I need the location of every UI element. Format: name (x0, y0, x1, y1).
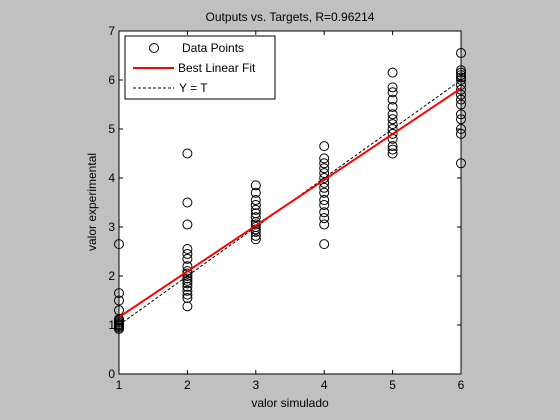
x-tick-label: 3 (252, 378, 259, 392)
x-tick-label: 6 (458, 378, 465, 392)
legend: Data Points Best Linear Fit Y = T (124, 35, 276, 100)
data-point (250, 208, 261, 219)
y-tick-label: 3 (108, 220, 115, 234)
data-point (250, 204, 261, 215)
data-point (387, 141, 398, 152)
data-point (250, 180, 261, 191)
data-point (387, 114, 398, 125)
data-point (182, 301, 193, 312)
y-tick-label: 5 (108, 122, 115, 136)
y-tick-label: 1 (108, 318, 115, 332)
data-point (182, 293, 193, 304)
data-point (319, 153, 330, 164)
data-point (182, 248, 193, 259)
y-axis-label: valor experimental (85, 153, 99, 251)
data-point (387, 94, 398, 105)
data-point (182, 278, 193, 289)
data-point (182, 219, 193, 230)
legend-label-data-points: Data Points (182, 41, 244, 55)
data-point (182, 197, 193, 208)
data-point (387, 109, 398, 120)
data-point (319, 219, 330, 230)
y-tick-label: 0 (108, 367, 115, 381)
data-point (319, 207, 330, 218)
data-point (182, 285, 193, 296)
y-tick-label: 7 (108, 24, 115, 38)
data-point (250, 226, 261, 237)
data-point (250, 212, 261, 223)
data-point (319, 187, 330, 198)
data-point (182, 244, 193, 255)
legend-label-y-equals-t: Y = T (179, 81, 208, 95)
data-point (250, 222, 261, 232)
chart-title: Outputs vs. Targets, R=0.96214 (206, 10, 375, 24)
data-point (182, 253, 193, 264)
data-point (319, 158, 330, 169)
data-point (319, 239, 330, 250)
y-tick-label: 4 (108, 171, 115, 185)
data-point (182, 289, 193, 300)
data-point (182, 275, 193, 286)
data-point (319, 195, 330, 206)
x-tick-label: 5 (389, 378, 396, 392)
axes-frame (118, 30, 462, 375)
y-tick-label: 6 (108, 73, 115, 87)
data-point (319, 141, 330, 152)
fit-line (118, 87, 462, 318)
data-point (319, 182, 330, 193)
data-point (250, 195, 261, 206)
data-point (319, 213, 330, 224)
data-point (182, 266, 193, 277)
data-point (387, 101, 398, 112)
data-point (387, 119, 398, 130)
data-point (250, 187, 261, 198)
data-point (319, 199, 330, 210)
data-point (387, 144, 398, 155)
data-point (250, 199, 261, 210)
data-point (387, 67, 398, 78)
data-point (250, 219, 261, 230)
x-tick-label: 1 (116, 378, 123, 392)
data-point (182, 281, 193, 292)
data-point (387, 82, 398, 93)
x-tick-label: 4 (321, 378, 328, 392)
data-point (387, 128, 398, 139)
legend-marker-data-points (149, 43, 159, 53)
x-tick-label: 2 (184, 378, 191, 392)
x-axis-label: valor simulado (251, 396, 329, 410)
data-point (182, 148, 193, 159)
legend-label-best-fit: Best Linear Fit (178, 61, 256, 75)
data-point (250, 234, 261, 245)
data-point (319, 163, 330, 174)
data-point (387, 148, 398, 159)
data-point (387, 87, 398, 98)
data-point (319, 168, 330, 179)
y-tick-label: 2 (108, 269, 115, 283)
data-point (182, 273, 193, 284)
